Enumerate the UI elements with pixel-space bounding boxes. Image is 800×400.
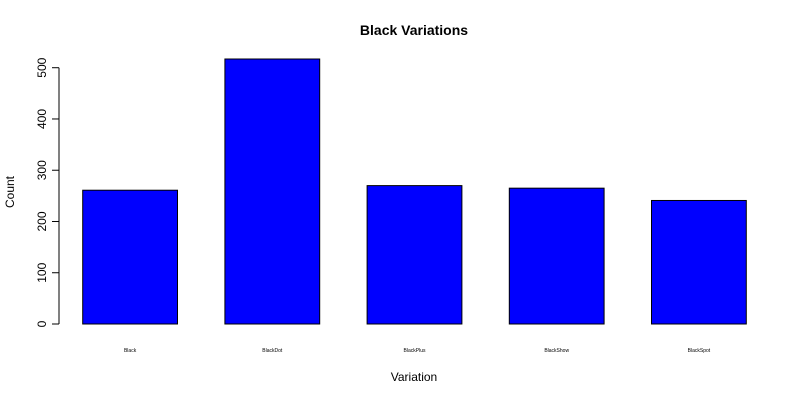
- bars-group: [82, 58, 747, 325]
- bar-blackshow: [508, 187, 605, 325]
- y-tick-label-100: 100: [35, 262, 49, 282]
- x-tick-label-blackdot: BlackDot: [262, 348, 283, 354]
- x-tick-label-blackplus: BlackPlus: [404, 348, 426, 354]
- bar-black: [82, 189, 178, 325]
- y-tick-label-500: 500: [35, 57, 49, 77]
- chart-title: Black Variations: [360, 22, 468, 38]
- bar-blackdot: [224, 58, 321, 325]
- x-tick-label-blackspot: BlackSpot: [688, 348, 711, 354]
- x-axis-label: Variation: [391, 370, 437, 384]
- y-tick-label-400: 400: [35, 109, 49, 129]
- y-tick-label-0: 0: [35, 320, 49, 327]
- x-category-labels: Black BlackDot BlackPlus BlackShow BlackSpot: [124, 348, 711, 354]
- y-axis-label: Count: [3, 175, 17, 208]
- x-tick-label-black: Black: [124, 348, 137, 354]
- bar-blackspot: [651, 199, 747, 325]
- y-axis: 0 100 200 300 400 500: [35, 57, 60, 327]
- x-tick-label-blackshow: BlackShow: [544, 348, 569, 354]
- bar-blackplus: [366, 185, 463, 325]
- y-tick-label-200: 200: [35, 211, 49, 231]
- y-tick-label-300: 300: [35, 160, 49, 180]
